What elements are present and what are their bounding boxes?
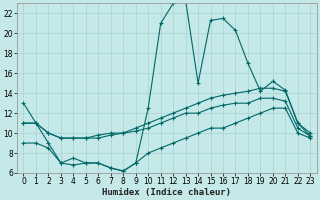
X-axis label: Humidex (Indice chaleur): Humidex (Indice chaleur): [102, 188, 231, 197]
